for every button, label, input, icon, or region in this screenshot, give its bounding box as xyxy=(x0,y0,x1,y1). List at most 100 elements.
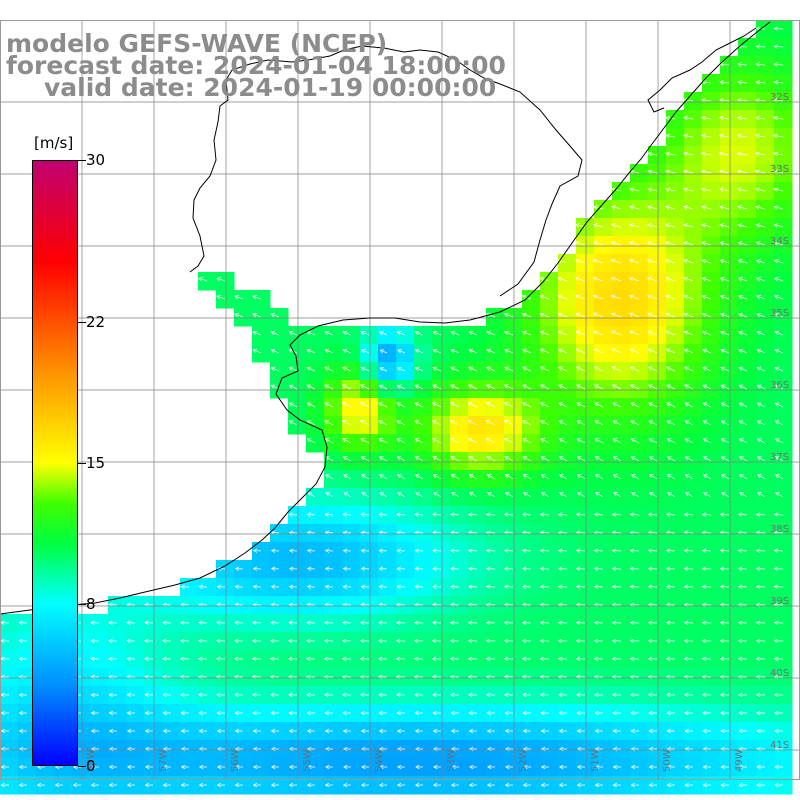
wind-arrow xyxy=(486,474,496,480)
wind-speed-cell xyxy=(756,362,775,381)
wind-speed-cell xyxy=(432,524,451,543)
wind-arrow xyxy=(449,692,460,698)
wind-arrow xyxy=(629,205,640,210)
wind-arrow xyxy=(773,44,784,49)
wind-speed-cell xyxy=(648,146,667,165)
wind-arrow xyxy=(288,548,298,553)
wind-speed-cell xyxy=(486,524,505,543)
wind-speed-cell xyxy=(0,668,19,687)
wind-arrow xyxy=(756,782,766,788)
wind-arrow xyxy=(702,474,712,480)
wind-speed-cell xyxy=(144,722,163,741)
wind-arrow xyxy=(306,728,316,734)
wind-speed-cell xyxy=(630,740,649,759)
wind-arrow xyxy=(360,728,369,734)
wind-speed-cell xyxy=(774,38,793,57)
wind-speed-cell xyxy=(522,614,541,633)
wind-speed-cell xyxy=(324,506,343,525)
wind-speed-cell xyxy=(270,326,289,345)
wind-arrow xyxy=(558,710,568,716)
wind-arrow xyxy=(305,638,316,644)
wind-speed-cell xyxy=(702,722,721,741)
wind-arrow xyxy=(503,638,514,644)
wind-arrow xyxy=(180,764,189,770)
wind-arrow xyxy=(324,584,334,589)
wind-arrow xyxy=(702,420,712,426)
wind-arrow xyxy=(468,710,478,716)
wind-speed-cell xyxy=(504,596,523,615)
wind-speed-cell xyxy=(594,686,613,705)
wind-speed-cell xyxy=(720,236,739,255)
wind-speed-cell xyxy=(684,92,703,111)
wind-arrow xyxy=(90,710,100,716)
wind-arrow xyxy=(342,438,352,444)
wind-arrow xyxy=(503,420,514,426)
wind-arrow xyxy=(433,492,442,498)
wind-speed-cell xyxy=(684,506,703,525)
wind-speed-cell xyxy=(288,740,307,759)
wind-speed-cell xyxy=(432,506,451,525)
wind-speed-cell xyxy=(504,434,523,453)
wind-speed-cell xyxy=(468,434,487,453)
wind-arrow xyxy=(504,330,514,336)
wind-arrow xyxy=(611,566,622,571)
wind-arrow xyxy=(719,312,730,318)
wind-speed-cell xyxy=(576,542,595,561)
wind-speed-cell xyxy=(378,560,397,579)
wind-arrow xyxy=(738,710,748,716)
wind-arrow xyxy=(683,330,694,336)
wind-speed-cell xyxy=(162,722,181,741)
wind-arrow xyxy=(540,710,550,716)
wind-arrow xyxy=(719,566,730,571)
wind-speed-cell xyxy=(342,668,361,687)
wind-arrow xyxy=(755,566,766,571)
wind-arrow xyxy=(719,277,730,282)
wind-arrow xyxy=(756,474,766,480)
wind-speed-cell xyxy=(234,596,253,615)
wind-arrow xyxy=(593,366,604,372)
wind-arrow xyxy=(144,764,153,770)
wind-speed-cell xyxy=(738,506,757,525)
wind-speed-cell xyxy=(468,704,487,723)
wind-speed-cell xyxy=(684,164,703,183)
wind-arrow xyxy=(575,241,586,246)
latitude-label: 41S xyxy=(770,740,789,751)
wind-speed-cell xyxy=(540,470,559,489)
wind-speed-cell xyxy=(594,632,613,651)
wind-speed-cell xyxy=(252,578,271,597)
wind-arrow xyxy=(414,782,424,788)
wind-arrow xyxy=(342,330,352,336)
wind-arrow xyxy=(396,548,406,553)
wind-arrow xyxy=(378,566,388,571)
wind-speed-cell xyxy=(234,290,253,309)
wind-arrow xyxy=(738,728,748,734)
wind-speed-cell xyxy=(396,470,415,489)
wind-arrow xyxy=(647,366,658,372)
wind-speed-cell xyxy=(756,560,775,579)
wind-arrow xyxy=(737,512,748,517)
wind-speed-cell xyxy=(774,722,793,741)
wind-speed-cell xyxy=(360,668,379,687)
wind-speed-cell xyxy=(468,614,487,633)
wind-arrow xyxy=(702,782,712,788)
wind-arrow xyxy=(432,710,442,716)
wind-speed-cell xyxy=(270,614,289,633)
wind-speed-cell xyxy=(288,398,307,417)
wind-arrow xyxy=(324,728,333,734)
wind-speed-cell xyxy=(684,686,703,705)
wind-speed-cell xyxy=(504,416,523,435)
wind-arrow xyxy=(521,638,532,644)
wind-arrow xyxy=(738,402,748,408)
wind-arrow xyxy=(774,764,783,770)
wind-speed-cell xyxy=(594,236,613,255)
wind-speed-cell xyxy=(198,758,217,777)
wind-arrow xyxy=(467,437,478,444)
wind-speed-cell xyxy=(252,740,271,759)
wind-arrow xyxy=(647,330,658,336)
wind-speed-cell xyxy=(666,362,685,381)
wind-arrow xyxy=(431,512,442,517)
wind-arrow xyxy=(754,151,766,156)
wind-speed-cell xyxy=(540,596,559,615)
wind-arrow xyxy=(647,512,658,517)
wind-arrow xyxy=(575,276,586,282)
